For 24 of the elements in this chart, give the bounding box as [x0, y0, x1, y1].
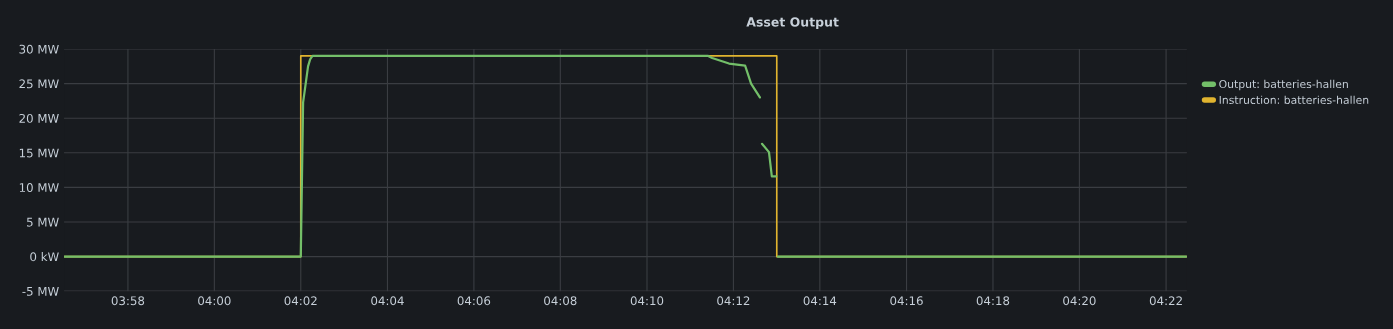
chart-title: Asset Output: [746, 17, 839, 30]
y-tick-label: 25 MW: [19, 79, 59, 89]
x-tick-label: 04:14: [803, 296, 837, 306]
y-tick-label: 20 MW: [19, 113, 59, 123]
legend-label: Instruction: batteries-hallen: [1219, 95, 1369, 105]
x-tick-label: 04:10: [630, 296, 664, 306]
x-tick-label: 04:04: [371, 296, 404, 306]
y-tick-label: 30 MW: [19, 44, 59, 54]
y-tick-label: 15 MW: [19, 148, 59, 158]
x-tick-label: 04:02: [284, 296, 317, 306]
y-tick-label: 5 MW: [27, 217, 59, 227]
x-tick-label: 04:08: [544, 296, 577, 306]
legend-label: Output: batteries-hallen: [1219, 79, 1348, 91]
x-tick-label: 04:20: [1063, 296, 1096, 306]
y-tick-label: 0 kW: [30, 252, 59, 262]
y-tick-label: -5 MW: [22, 287, 59, 296]
x-tick-label: 04:22: [1149, 296, 1182, 306]
y-tick-label: 10 MW: [19, 183, 59, 193]
x-tick-label: 04:06: [457, 296, 491, 306]
x-tick-label: 04:18: [976, 296, 1010, 306]
x-tick-label: 04:12: [717, 296, 750, 306]
x-tick-label: 03:58: [111, 296, 145, 306]
x-tick-label: 04:00: [198, 296, 231, 306]
x-tick-label: 04:16: [890, 296, 923, 306]
